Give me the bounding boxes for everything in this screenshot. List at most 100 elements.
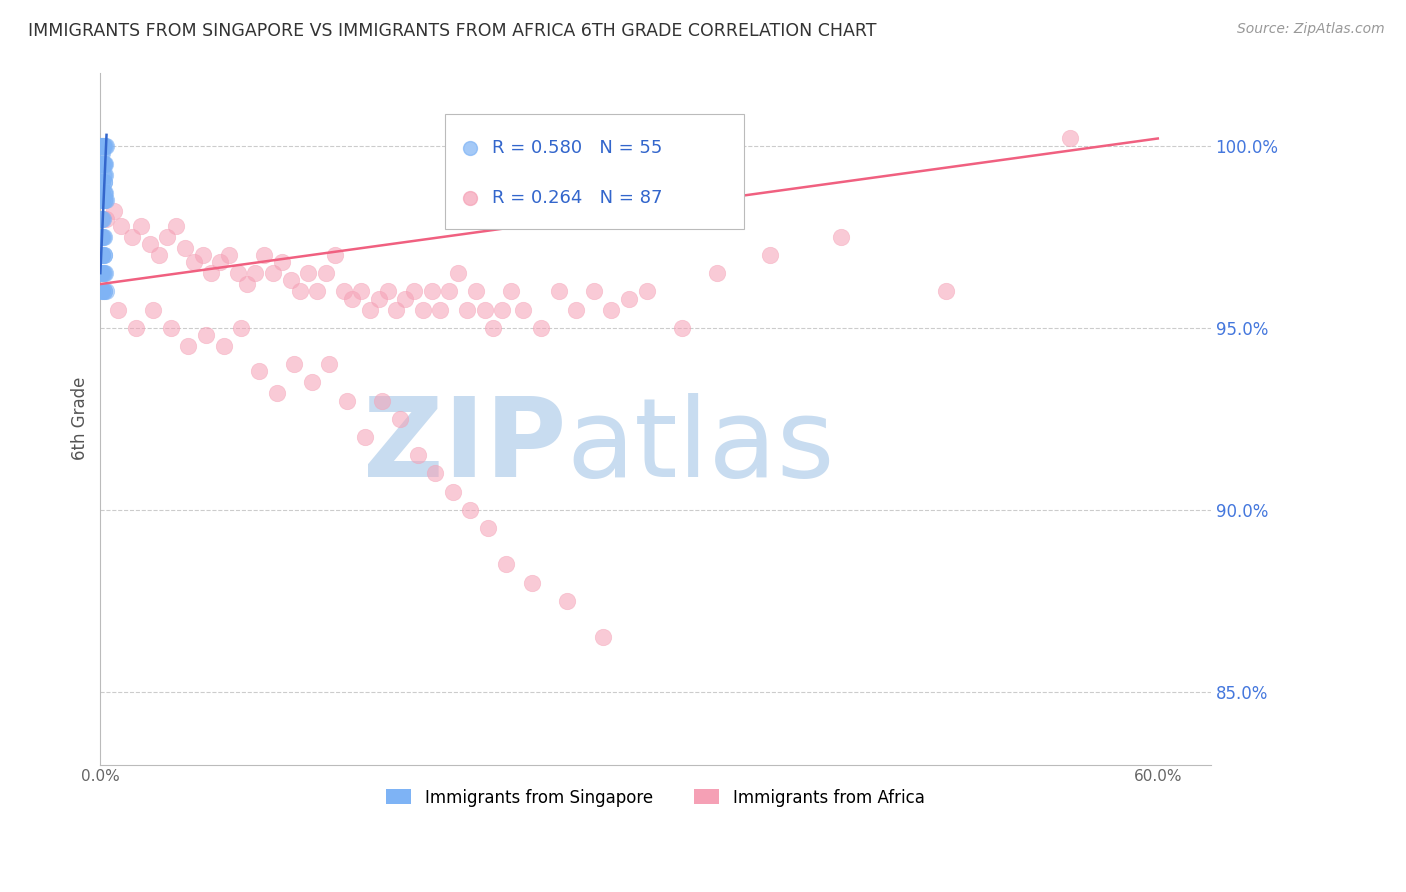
Point bbox=[209, 255, 232, 269]
Point bbox=[600, 302, 623, 317]
Point bbox=[91, 168, 114, 182]
Point bbox=[231, 320, 253, 334]
Point bbox=[332, 285, 354, 299]
Point bbox=[474, 302, 496, 317]
Point bbox=[107, 302, 129, 317]
Point bbox=[91, 211, 114, 226]
Point bbox=[91, 186, 114, 200]
Point bbox=[177, 339, 200, 353]
Point bbox=[266, 386, 288, 401]
Point bbox=[301, 376, 323, 390]
Text: Source: ZipAtlas.com: Source: ZipAtlas.com bbox=[1237, 22, 1385, 37]
Point bbox=[412, 302, 434, 317]
Point bbox=[288, 285, 311, 299]
Point bbox=[138, 237, 160, 252]
Point bbox=[121, 229, 143, 244]
Point bbox=[512, 302, 534, 317]
Point bbox=[439, 285, 461, 299]
Point bbox=[90, 138, 112, 153]
Point bbox=[90, 229, 112, 244]
Point bbox=[110, 219, 132, 233]
Point bbox=[367, 292, 389, 306]
Point bbox=[91, 229, 114, 244]
Point bbox=[90, 138, 112, 153]
Legend: Immigrants from Singapore, Immigrants from Africa: Immigrants from Singapore, Immigrants fr… bbox=[378, 780, 934, 815]
Point bbox=[91, 285, 114, 299]
Point bbox=[235, 277, 257, 291]
Point bbox=[318, 357, 340, 371]
Point bbox=[93, 186, 115, 200]
Point bbox=[218, 248, 240, 262]
Point bbox=[371, 393, 394, 408]
Point bbox=[91, 229, 114, 244]
Point bbox=[394, 292, 416, 306]
Point bbox=[270, 255, 292, 269]
Point bbox=[253, 248, 276, 262]
Point bbox=[441, 484, 464, 499]
Point bbox=[200, 266, 222, 280]
Point bbox=[93, 194, 115, 208]
Point bbox=[93, 157, 115, 171]
Point bbox=[592, 630, 614, 644]
Point bbox=[91, 138, 114, 153]
Point bbox=[353, 430, 375, 444]
Point bbox=[447, 266, 470, 280]
Point bbox=[94, 138, 117, 153]
Point bbox=[323, 248, 346, 262]
Text: ZIP: ZIP bbox=[363, 392, 567, 500]
Point bbox=[283, 357, 305, 371]
Point bbox=[93, 157, 115, 171]
Point bbox=[245, 266, 267, 280]
Point bbox=[93, 175, 115, 189]
Point bbox=[129, 219, 152, 233]
Point bbox=[93, 266, 115, 280]
Point bbox=[91, 175, 114, 189]
Text: atlas: atlas bbox=[567, 392, 835, 500]
Point bbox=[94, 266, 117, 280]
Point bbox=[94, 168, 117, 182]
Point bbox=[307, 285, 329, 299]
Point bbox=[93, 186, 115, 200]
Point bbox=[91, 248, 114, 262]
Point bbox=[156, 229, 179, 244]
Point bbox=[388, 411, 411, 425]
Point bbox=[93, 157, 115, 171]
Y-axis label: 6th Grade: 6th Grade bbox=[72, 377, 89, 460]
Point bbox=[91, 211, 114, 226]
Point bbox=[706, 266, 728, 280]
Point bbox=[93, 285, 115, 299]
Point bbox=[195, 328, 218, 343]
Point bbox=[124, 320, 146, 334]
Point bbox=[94, 194, 117, 208]
Point bbox=[90, 146, 112, 161]
Point bbox=[91, 266, 114, 280]
Point bbox=[425, 467, 447, 481]
Point bbox=[336, 393, 359, 408]
Point bbox=[464, 285, 486, 299]
Point bbox=[582, 285, 605, 299]
Point bbox=[350, 285, 373, 299]
Point bbox=[165, 219, 187, 233]
Point bbox=[94, 285, 117, 299]
Point bbox=[174, 241, 197, 255]
Point bbox=[93, 248, 115, 262]
Point bbox=[91, 157, 114, 171]
Point bbox=[520, 575, 543, 590]
FancyBboxPatch shape bbox=[444, 114, 744, 228]
Point bbox=[495, 558, 517, 572]
Point bbox=[565, 302, 588, 317]
Point bbox=[212, 339, 235, 353]
Point bbox=[460, 502, 482, 516]
Point bbox=[315, 266, 337, 280]
Point bbox=[482, 320, 505, 334]
Point bbox=[385, 302, 408, 317]
Point bbox=[499, 285, 522, 299]
Point bbox=[530, 320, 553, 334]
Text: R = 0.264   N = 87: R = 0.264 N = 87 bbox=[492, 189, 662, 207]
Point bbox=[547, 285, 569, 299]
Point bbox=[935, 285, 957, 299]
Point bbox=[297, 266, 319, 280]
Point bbox=[93, 168, 115, 182]
Point bbox=[91, 138, 114, 153]
Point bbox=[759, 248, 782, 262]
